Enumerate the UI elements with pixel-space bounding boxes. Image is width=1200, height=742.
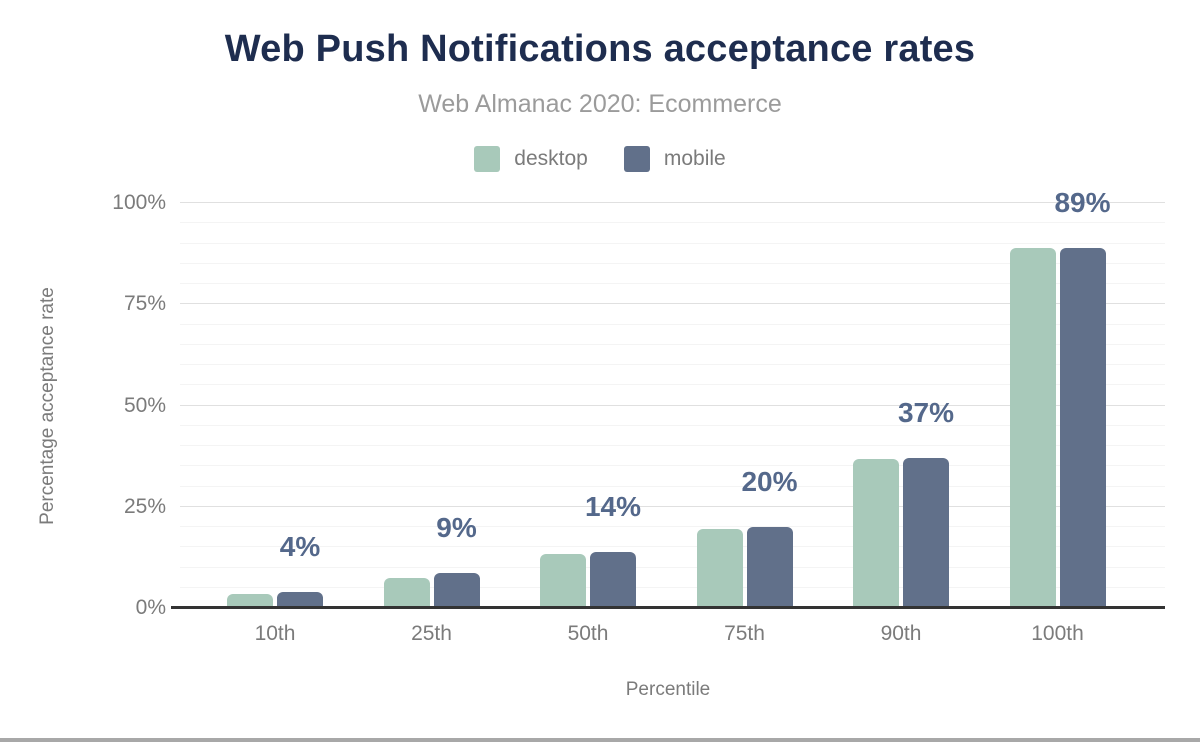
- gridline-major-25: [180, 505, 1165, 507]
- bar-desktop-90th[interactable]: [853, 458, 899, 608]
- gridline-minor-90: [180, 242, 1165, 244]
- gridline-minor-45: [180, 424, 1165, 426]
- value-label-50th: 14%: [584, 491, 642, 523]
- legend-item-desktop: desktop: [474, 146, 588, 172]
- gridline-minor-40: [180, 445, 1165, 446]
- gridline-minor-95: [180, 222, 1165, 224]
- x-tick-75th: 75th: [724, 622, 765, 645]
- chart-subtitle: Web Almanac 2020: Ecommerce: [418, 90, 782, 118]
- plot-area: Percentage acceptance rate Percentile 0%…: [37, 187, 1165, 700]
- value-label-75th: 20%: [741, 466, 798, 497]
- bar-mobile-75th[interactable]: [746, 527, 793, 608]
- gridline-minor-20: [180, 526, 1165, 527]
- gridline-minor-35: [180, 465, 1165, 467]
- x-tick-100th: 100th: [1031, 622, 1084, 645]
- bottom-divider-bar: [0, 738, 1200, 742]
- y-tick-50pct: 50%: [123, 393, 166, 417]
- gridline-major-100: [180, 202, 1165, 203]
- value-label-10th: 4%: [279, 531, 321, 563]
- value-label-25th: 9%: [436, 512, 477, 544]
- gridline-minor-5: [180, 586, 1165, 588]
- gridline-minor-80: [180, 283, 1165, 284]
- gridline-minor-15: [180, 546, 1165, 548]
- y-tick-0pct: 0%: [135, 596, 166, 619]
- bar-mobile-90th[interactable]: [903, 458, 949, 608]
- x-tick-25th: 25th: [411, 622, 452, 645]
- y-tick-25pct: 25%: [123, 494, 166, 518]
- legend-label-desktop: desktop: [514, 147, 588, 170]
- x-tick-50th: 50th: [567, 622, 609, 645]
- value-label-100th: 89%: [1054, 187, 1111, 219]
- gridline-major-50: [180, 404, 1165, 406]
- value-label-90th: 37%: [897, 397, 955, 429]
- y-tick-100pct: 100%: [112, 191, 166, 214]
- x-axis-title: Percentile: [625, 679, 711, 700]
- x-axis-baseline: [171, 606, 1165, 609]
- bar-desktop-50th[interactable]: [540, 554, 586, 608]
- gridline-major-75: [180, 303, 1165, 305]
- x-tick-90th: 90th: [880, 622, 922, 645]
- legend-item-mobile: mobile: [623, 146, 726, 172]
- y-tick-75pct: 75%: [123, 292, 166, 316]
- gridline-minor-10: [180, 566, 1165, 568]
- x-tick-10th: 10th: [254, 622, 296, 645]
- bar-desktop-25th[interactable]: [383, 578, 430, 608]
- bar-desktop-75th[interactable]: [696, 529, 743, 608]
- gridline-minor-60: [180, 364, 1165, 365]
- legend-label-mobile: mobile: [663, 147, 726, 170]
- legend-swatch-desktop: [474, 146, 501, 172]
- bar-mobile-100th[interactable]: [1059, 248, 1106, 608]
- chart-title: Web Push Notifications acceptance rates: [224, 28, 976, 70]
- bar-mobile-25th[interactable]: [433, 573, 480, 608]
- gridline-minor-55: [180, 384, 1165, 386]
- bar-mobile-10th[interactable]: [277, 592, 323, 608]
- gridline-minor-85: [180, 262, 1165, 264]
- legend: desktop mobile: [0, 146, 1200, 172]
- bar-desktop-100th[interactable]: [1009, 248, 1056, 608]
- bar-desktop-10th[interactable]: [227, 593, 273, 608]
- legend-swatch-mobile: [623, 146, 650, 172]
- gridline-minor-70: [180, 323, 1165, 325]
- bar-mobile-50th[interactable]: [590, 552, 636, 608]
- gridline-minor-30: [180, 485, 1165, 487]
- gridline-minor-65: [180, 343, 1165, 345]
